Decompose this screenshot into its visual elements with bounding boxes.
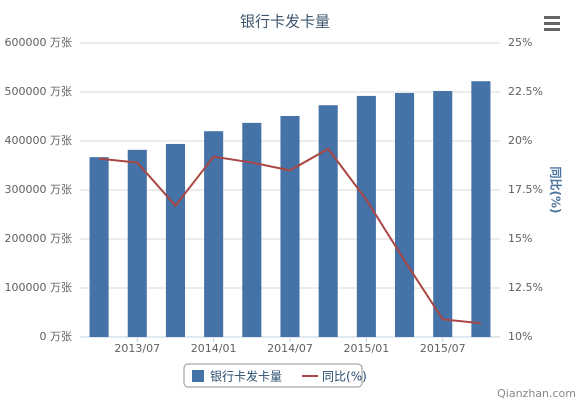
legend-label: 银行卡发卡量	[210, 369, 282, 384]
bar	[204, 131, 224, 337]
menu-line	[544, 16, 560, 19]
y2-tick-label: 20%	[508, 134, 532, 147]
y-tick-label: 400000 万张	[5, 134, 73, 147]
y2-tick-label: 12.5%	[508, 281, 543, 294]
y2-tick-label: 15%	[508, 232, 532, 245]
watermark: Qianzhan.com	[497, 387, 576, 400]
bar	[280, 116, 300, 337]
x-tick-label: 2015/01	[344, 342, 390, 355]
y-tick-label: 200000 万张	[5, 232, 73, 245]
bar	[165, 143, 185, 337]
y-tick-label: 500000 万张	[5, 85, 73, 98]
bar	[433, 91, 453, 338]
menu-line	[544, 28, 560, 31]
chart-title: 银行卡发卡量	[240, 13, 330, 31]
legend-label: 同比(%)	[322, 370, 367, 384]
bar	[356, 95, 376, 337]
y2-tick-label: 22.5%	[508, 85, 543, 98]
menu-line	[544, 22, 560, 25]
bar	[89, 157, 109, 337]
x-tick-label: 2015/07	[420, 342, 466, 355]
bar	[471, 81, 491, 337]
legend-swatch	[192, 370, 204, 382]
x-tick-label: 2014/07	[267, 342, 313, 355]
y2-tick-label: 10%	[508, 330, 532, 343]
bar	[318, 105, 338, 337]
y-tick-label: 0 万张	[40, 330, 73, 343]
menu-button[interactable]	[544, 16, 560, 31]
y2-axis-title: 同比(%)	[549, 167, 564, 214]
bar	[242, 122, 262, 338]
x-tick-label: 2013/07	[114, 342, 160, 355]
line	[98, 147, 482, 325]
y2-tick-label: 17.5%	[508, 183, 543, 196]
y2-tick-label: 25%	[508, 36, 532, 49]
y-tick-label: 600000 万张	[5, 36, 73, 49]
bar	[127, 149, 147, 337]
y-tick-label: 300000 万张	[5, 183, 73, 196]
bar	[395, 92, 415, 337]
y-tick-label: 100000 万张	[5, 281, 73, 294]
legend-box	[183, 363, 363, 388]
x-tick-label: 2014/01	[191, 342, 237, 355]
